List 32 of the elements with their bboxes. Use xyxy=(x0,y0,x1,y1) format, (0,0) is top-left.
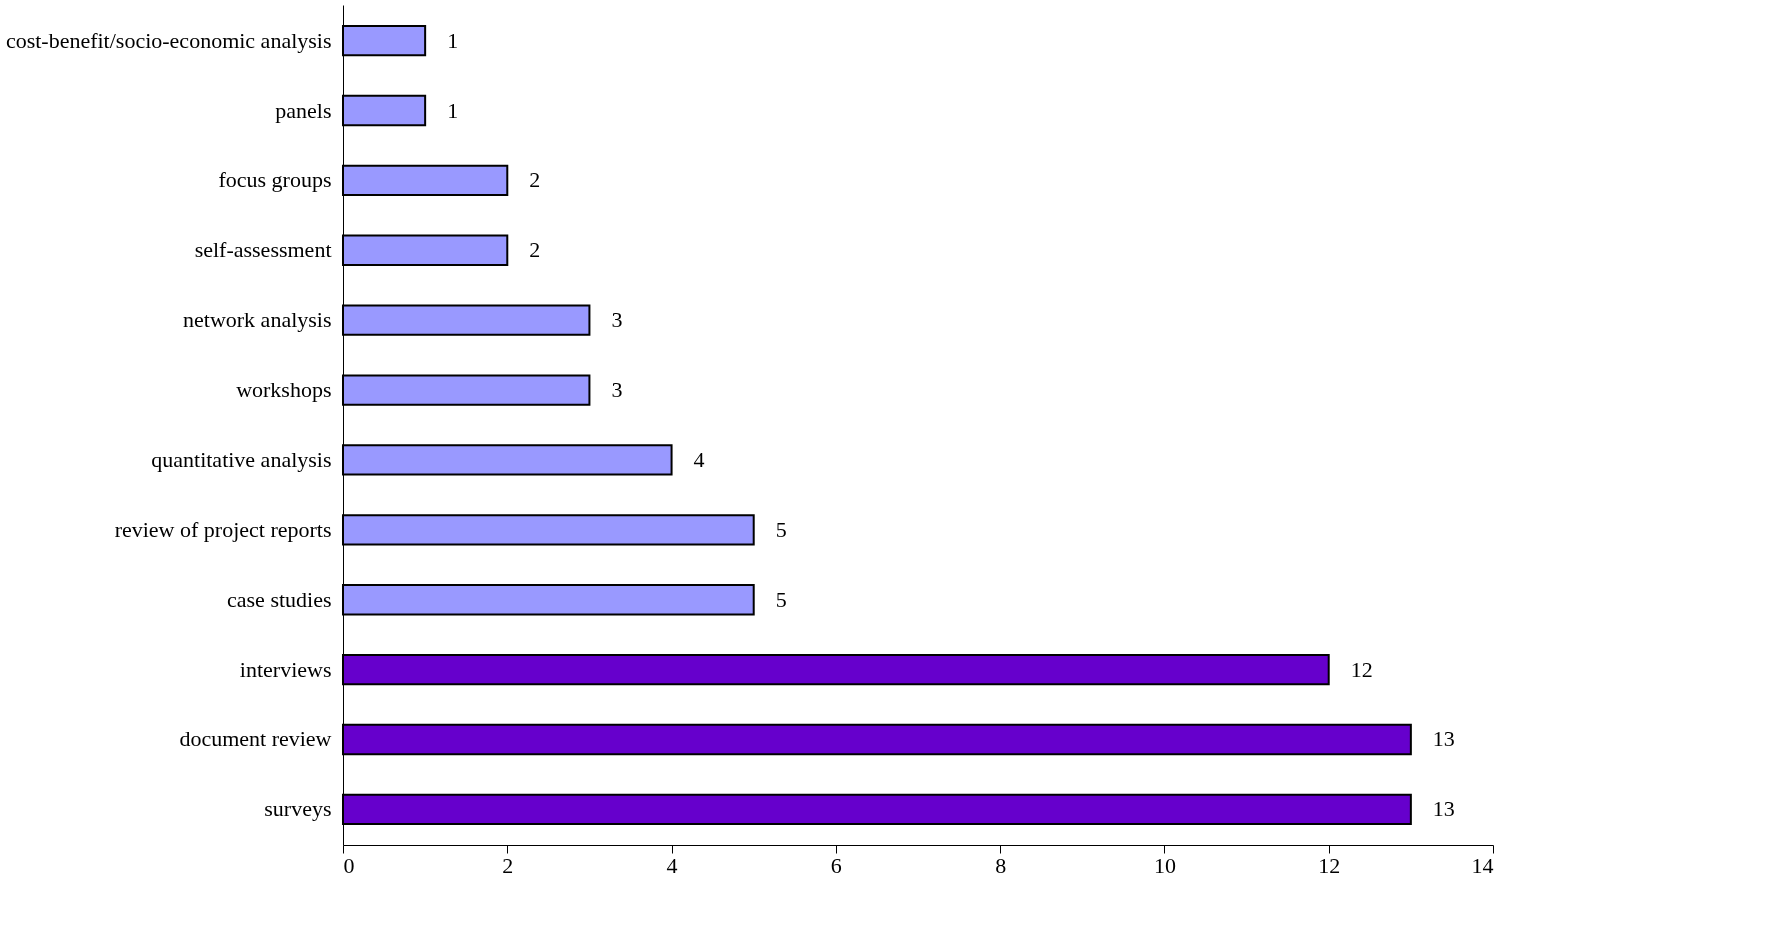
x-tick-label: 0 xyxy=(343,852,355,878)
y-tick-label: quantitative analysis xyxy=(151,446,332,472)
y-tick-label: workshops xyxy=(236,377,332,403)
y-tick-label: focus groups xyxy=(218,167,332,193)
data-label: 13 xyxy=(1432,796,1455,822)
y-tick-label: review of project reports xyxy=(114,516,332,542)
x-tick-label: 2 xyxy=(502,852,514,878)
data-label: 5 xyxy=(775,516,787,542)
x-tick-label: 8 xyxy=(995,852,1007,878)
data-label: 2 xyxy=(529,237,541,263)
data-label: 2 xyxy=(529,167,541,193)
data-label: 13 xyxy=(1432,726,1455,752)
data-label: 12 xyxy=(1350,656,1373,682)
data-label: 1 xyxy=(447,97,459,123)
x-tick-label: 6 xyxy=(830,852,842,878)
x-tick-label: 10 xyxy=(1153,852,1176,878)
data-label: 3 xyxy=(611,307,623,333)
x-tick-label: 4 xyxy=(666,852,678,878)
y-tick-label: self-assessment xyxy=(194,237,332,263)
y-tick-label: panels xyxy=(275,97,332,123)
y-tick-label: interviews xyxy=(239,656,332,682)
data-label: 3 xyxy=(611,377,623,403)
data-label: 5 xyxy=(775,586,787,612)
data-label: 1 xyxy=(447,27,459,53)
data-label: 4 xyxy=(693,446,705,472)
y-tick-label: case studies xyxy=(227,586,332,612)
y-tick-label: surveys xyxy=(264,796,332,822)
x-tick-label: 14 xyxy=(1471,852,1494,878)
y-tick-label: cost-benefit/socio-economic analysis xyxy=(5,27,332,53)
x-tick-label: 12 xyxy=(1318,852,1341,878)
y-tick-label: network analysis xyxy=(183,307,332,333)
y-tick-label: document review xyxy=(179,726,332,752)
